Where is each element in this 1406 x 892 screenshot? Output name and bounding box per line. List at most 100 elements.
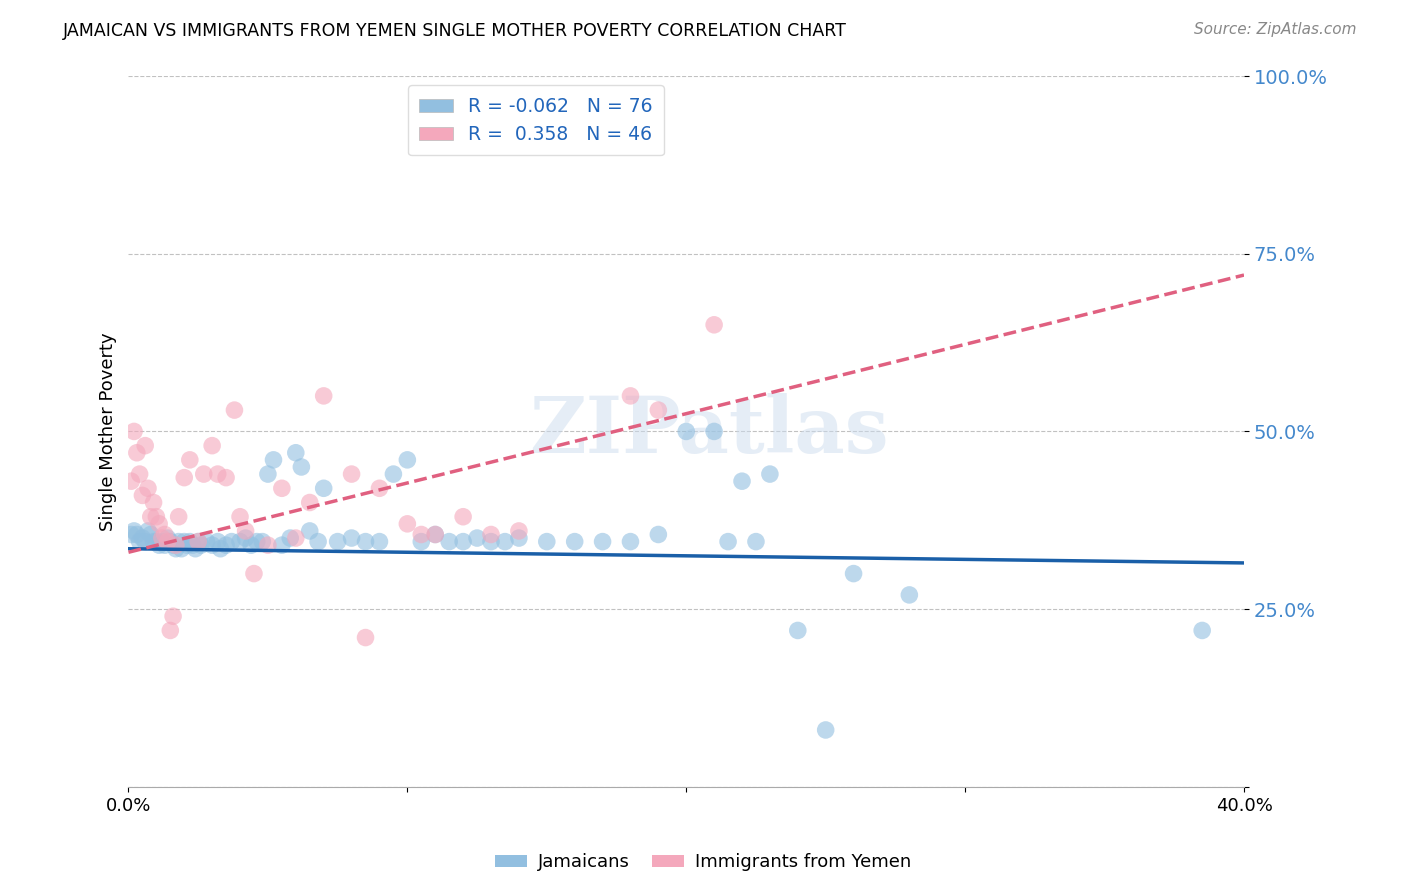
Point [131,531,153,545]
Point [139,527,162,541]
Point [354,534,377,549]
Point [145,509,167,524]
Point [235,531,257,545]
Point [162,609,184,624]
Point [159,534,181,549]
Point [340,531,363,545]
Point [257,467,280,481]
Point [284,531,307,545]
Point [745,534,768,549]
Point [479,527,502,541]
Point [184,541,207,556]
Point [128,467,150,481]
Point [786,624,808,638]
Point [159,624,181,638]
Point [125,527,148,541]
Point [209,541,232,556]
Point [150,534,173,549]
Point [647,527,669,541]
Point [592,534,614,549]
Point [243,566,266,581]
Legend: R = -0.062   N = 76, R =  0.358   N = 46: R = -0.062 N = 76, R = 0.358 N = 46 [408,86,664,155]
Point [156,534,179,549]
Point [270,538,292,552]
Point [181,538,204,552]
Point [731,474,754,488]
Point [290,460,312,475]
Point [270,481,292,495]
Point [437,534,460,549]
Point [167,534,190,549]
Point [173,470,195,484]
Point [235,524,257,538]
Point [201,538,224,552]
Point [120,474,142,488]
Point [451,534,474,549]
Point [508,524,530,538]
Point [619,534,641,549]
Point [411,534,433,549]
Point [128,534,150,549]
Point [619,389,641,403]
Point [508,531,530,545]
Point [312,481,335,495]
Point [396,453,419,467]
Point [122,524,145,538]
Point [396,516,419,531]
Text: ZIPatlas: ZIPatlas [529,393,889,469]
Point [122,425,145,439]
Point [215,538,238,552]
Point [134,534,156,549]
Point [229,509,252,524]
Point [170,541,193,556]
Point [139,509,162,524]
Point [246,534,269,549]
Point [284,446,307,460]
Point [167,509,190,524]
Point [207,467,229,481]
Point [125,446,148,460]
Y-axis label: Single Mother Poverty: Single Mother Poverty [100,332,117,531]
Point [326,534,349,549]
Point [675,425,697,439]
Point [354,631,377,645]
Point [425,527,447,541]
Point [190,538,212,552]
Point [263,453,285,467]
Point [240,538,263,552]
Point [368,534,391,549]
Point [703,318,725,332]
Point [1191,624,1213,638]
Point [257,538,280,552]
Point [145,534,167,549]
Point [494,534,516,549]
Point [479,534,502,549]
Point [153,527,176,541]
Point [176,538,198,552]
Point [162,538,184,552]
Point [465,531,488,545]
Point [368,481,391,495]
Point [142,495,165,509]
Point [187,534,209,549]
Point [193,467,215,481]
Point [564,534,586,549]
Point [229,534,252,549]
Point [221,534,243,549]
Point [298,524,321,538]
Point [156,531,179,545]
Point [179,453,201,467]
Point [298,495,321,509]
Point [647,403,669,417]
Point [187,534,209,549]
Point [150,531,173,545]
Point [165,541,187,556]
Point [340,467,363,481]
Text: Source: ZipAtlas.com: Source: ZipAtlas.com [1194,22,1357,37]
Point [153,538,176,552]
Point [425,527,447,541]
Point [148,516,170,531]
Point [252,534,274,549]
Point [814,723,837,737]
Text: JAMAICAN VS IMMIGRANTS FROM YEMEN SINGLE MOTHER POVERTY CORRELATION CHART: JAMAICAN VS IMMIGRANTS FROM YEMEN SINGLE… [63,22,848,40]
